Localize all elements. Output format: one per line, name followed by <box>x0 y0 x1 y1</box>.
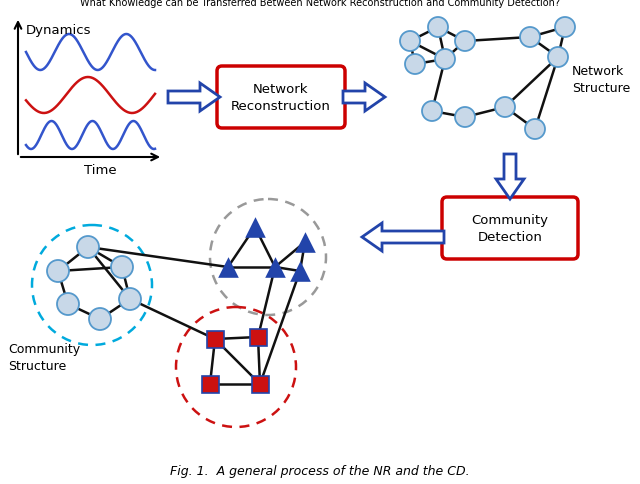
Polygon shape <box>343 84 385 112</box>
Text: Fig. 1.  A general process of the NR and the CD.: Fig. 1. A general process of the NR and … <box>170 464 470 477</box>
Circle shape <box>555 18 575 38</box>
FancyBboxPatch shape <box>207 332 224 348</box>
Point <box>270 264 280 272</box>
Polygon shape <box>168 84 220 112</box>
Text: Community
Structure: Community Structure <box>8 342 80 372</box>
Circle shape <box>89 308 111 330</box>
Circle shape <box>435 50 455 70</box>
Circle shape <box>119 288 141 310</box>
FancyBboxPatch shape <box>202 376 219 393</box>
Text: Time: Time <box>84 164 116 177</box>
Circle shape <box>455 108 475 128</box>
Point <box>300 239 310 246</box>
Circle shape <box>57 293 79 316</box>
Text: Network
Structure: Network Structure <box>572 65 630 95</box>
Circle shape <box>455 32 475 52</box>
FancyBboxPatch shape <box>442 197 578 259</box>
Circle shape <box>77 237 99 258</box>
Point <box>250 224 260 231</box>
Circle shape <box>47 260 69 283</box>
Point <box>295 268 305 275</box>
FancyBboxPatch shape <box>250 329 267 346</box>
Polygon shape <box>362 224 444 252</box>
Text: Dynamics: Dynamics <box>26 24 92 37</box>
Circle shape <box>400 32 420 52</box>
Circle shape <box>405 55 425 75</box>
Circle shape <box>520 28 540 48</box>
FancyBboxPatch shape <box>252 376 269 393</box>
Circle shape <box>548 48 568 68</box>
Circle shape <box>495 98 515 118</box>
Circle shape <box>525 120 545 140</box>
Text: Community
Detection: Community Detection <box>472 213 548 243</box>
FancyBboxPatch shape <box>217 67 345 129</box>
Circle shape <box>422 102 442 122</box>
Text: Network
Reconstruction: Network Reconstruction <box>231 83 331 113</box>
Polygon shape <box>496 155 524 199</box>
Point <box>223 264 233 272</box>
Text: What Knowledge can be Transferred Between Network Reconstruction and Community D: What Knowledge can be Transferred Betwee… <box>80 0 560 8</box>
Circle shape <box>111 257 133 278</box>
Circle shape <box>428 18 448 38</box>
